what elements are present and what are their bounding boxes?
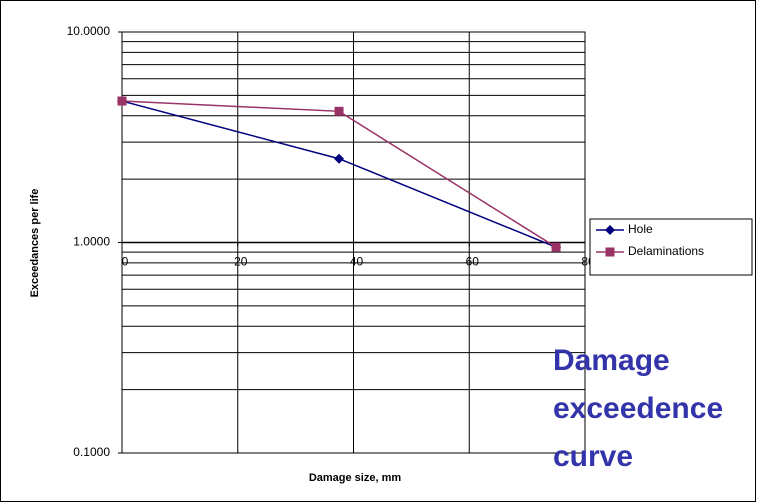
point	[117, 96, 127, 106]
x-tick-label: 40	[350, 255, 364, 269]
annotation: exceedence	[553, 392, 723, 425]
legend-marker	[605, 225, 615, 235]
x-tick-label: 60	[466, 255, 480, 269]
legend-label: Delaminations	[628, 244, 704, 258]
point	[551, 242, 561, 252]
x-tick-label: 20	[234, 255, 248, 269]
legend-box	[589, 218, 753, 276]
point	[334, 106, 344, 116]
point	[334, 153, 345, 164]
y-tick-label: 10.0000	[67, 24, 111, 38]
x-axis-label: Damage size, mm	[309, 472, 402, 484]
y-tick-label: 1.0000	[73, 235, 110, 249]
legend-marker	[605, 247, 615, 257]
annotation: curve	[553, 440, 633, 473]
y-axis-label: Exceedances per life	[29, 189, 41, 298]
x-tick-label: 0	[122, 255, 129, 269]
y-tick-label: 0.1000	[73, 445, 110, 459]
annotation: Damage	[553, 344, 670, 377]
legend-label: Hole	[628, 222, 653, 236]
